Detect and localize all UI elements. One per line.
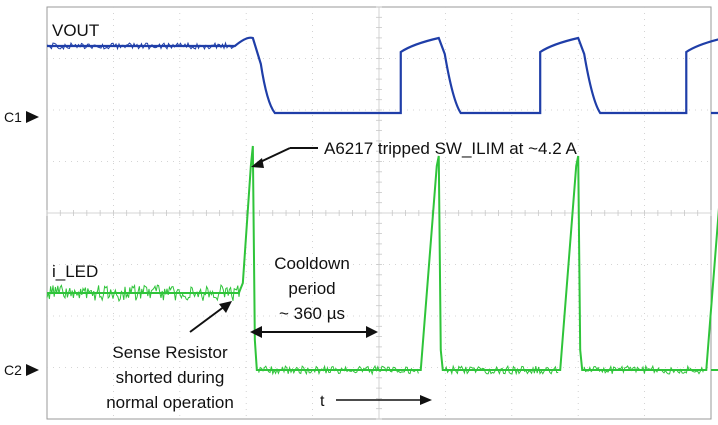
series-line-iled <box>47 146 718 370</box>
time-arrowhead <box>420 395 432 405</box>
annotation-trip: A6217 tripped SW_ILIM at ~4.2 A <box>324 139 577 158</box>
channel-marker-c1: C1 <box>4 109 22 125</box>
channel-marker-c2: C2 <box>4 362 22 378</box>
annotation-cooldown-2: period <box>288 279 335 298</box>
channel-marker-c2-arrow <box>26 364 39 376</box>
annotation-sense-2: shorted during <box>116 368 225 387</box>
legend-iled: i_LED <box>52 262 98 281</box>
annotation-cooldown-3: ~ 360 µs <box>279 304 345 323</box>
annotation-sense-arrow <box>190 306 225 332</box>
cooldown-arrowhead-left <box>250 326 262 338</box>
channel-marker-c1-arrow <box>26 111 39 123</box>
annotation-cooldown-1: Cooldown <box>274 254 350 273</box>
annotation-sense-3: normal operation <box>106 393 234 412</box>
annotation-sense-1: Sense Resistor <box>112 343 228 362</box>
annotation-sense-arrowhead <box>219 301 232 313</box>
series-line-vout <box>47 38 718 113</box>
legend-vout: VOUT <box>52 21 99 40</box>
x-axis-label: t <box>320 393 325 410</box>
annotation-trip-arrow-diag <box>258 148 290 163</box>
